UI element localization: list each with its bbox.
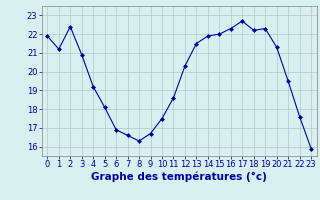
X-axis label: Graphe des températures (°c): Graphe des températures (°c) (91, 172, 267, 182)
